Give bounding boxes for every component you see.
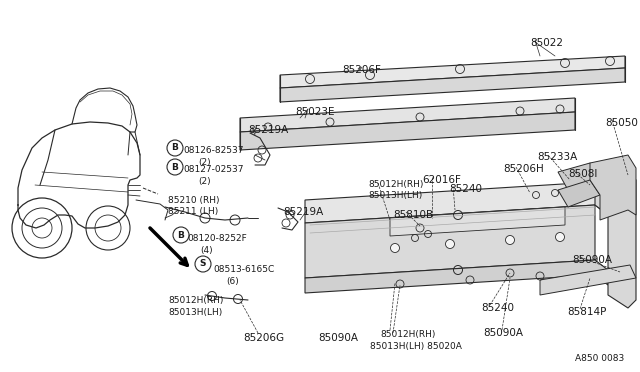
Polygon shape — [595, 170, 636, 308]
Text: 85206H: 85206H — [503, 164, 544, 174]
Text: 85013H(LH): 85013H(LH) — [368, 191, 422, 200]
Text: 85814P: 85814P — [567, 307, 606, 317]
Text: 85219A: 85219A — [283, 207, 323, 217]
Polygon shape — [305, 260, 608, 293]
Text: 85211 (LH): 85211 (LH) — [168, 207, 218, 216]
Text: 85013H(LH): 85013H(LH) — [168, 308, 222, 317]
Polygon shape — [240, 112, 575, 150]
Text: (2): (2) — [198, 158, 211, 167]
Polygon shape — [280, 68, 625, 102]
Text: 85050: 85050 — [605, 118, 638, 128]
Circle shape — [445, 240, 454, 248]
Polygon shape — [240, 98, 575, 132]
Text: B: B — [172, 163, 179, 171]
Text: (6): (6) — [226, 277, 239, 286]
Text: 85012H(RH): 85012H(RH) — [168, 296, 223, 305]
Text: 85206F: 85206F — [342, 65, 381, 75]
Polygon shape — [590, 155, 636, 220]
Text: 08513-6165C: 08513-6165C — [213, 265, 275, 274]
Text: 62016F: 62016F — [422, 175, 461, 185]
Text: 85219A: 85219A — [248, 125, 288, 135]
Polygon shape — [305, 205, 595, 278]
Circle shape — [506, 235, 515, 244]
Text: A850 0083: A850 0083 — [575, 354, 624, 363]
Text: 08127-02537: 08127-02537 — [183, 165, 243, 174]
Text: S: S — [200, 260, 206, 269]
Text: 85206G: 85206G — [243, 333, 284, 343]
Text: 08126-82537: 08126-82537 — [183, 146, 243, 155]
Text: (2): (2) — [198, 177, 211, 186]
Text: 85090A: 85090A — [318, 333, 358, 343]
Text: 8508l: 8508l — [568, 169, 597, 179]
Text: 85023E: 85023E — [295, 107, 335, 117]
Polygon shape — [558, 163, 600, 190]
Text: 85012H(RH): 85012H(RH) — [380, 330, 435, 339]
Text: 85013H(LH) 85020A: 85013H(LH) 85020A — [370, 342, 462, 351]
Polygon shape — [558, 180, 600, 207]
Text: 85233A: 85233A — [537, 152, 577, 162]
Text: B: B — [177, 231, 184, 240]
Text: 85240: 85240 — [481, 303, 514, 313]
Text: 85090A: 85090A — [483, 328, 523, 338]
Polygon shape — [305, 182, 608, 223]
Circle shape — [390, 244, 399, 253]
Text: 08120-8252F: 08120-8252F — [187, 234, 247, 243]
Polygon shape — [540, 265, 636, 295]
Text: 85210 (RH): 85210 (RH) — [168, 196, 220, 205]
Text: 85090A: 85090A — [572, 255, 612, 265]
Polygon shape — [390, 207, 565, 236]
Text: 85810B: 85810B — [393, 210, 433, 220]
Text: 85012H(RH): 85012H(RH) — [368, 180, 424, 189]
Text: B: B — [172, 144, 179, 153]
Circle shape — [556, 232, 564, 241]
Text: (4): (4) — [200, 246, 212, 255]
Text: 85022: 85022 — [530, 38, 563, 48]
Polygon shape — [280, 56, 625, 88]
Text: 85240: 85240 — [449, 184, 482, 194]
